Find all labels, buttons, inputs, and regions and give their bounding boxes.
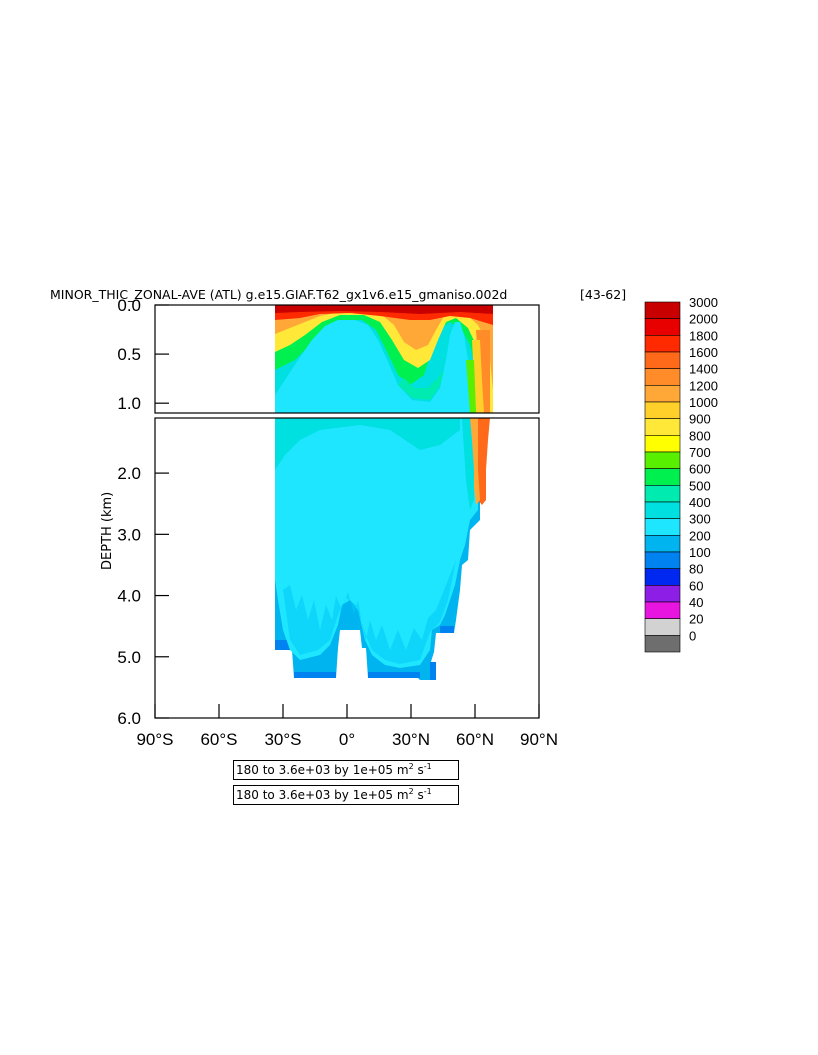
x-tick-label: 60°N <box>456 730 494 749</box>
field-dome-300 <box>275 320 474 413</box>
unit-superscript: -1 <box>423 762 432 771</box>
colorbar-swatch <box>644 451 681 469</box>
field-band-800-east <box>466 360 476 413</box>
contour-info-box-2: 180 to 3.6e+03 by 1e+05 m2 s-1 <box>233 785 459 805</box>
colorbar-label: 1800 <box>689 328 718 343</box>
y-tick-label: 3.0 <box>117 525 141 544</box>
colorbar-swatch <box>644 468 681 486</box>
colorbar-label: 700 <box>689 445 711 460</box>
colorbar-label: 500 <box>689 478 711 493</box>
upper-panel-frame <box>154 304 540 414</box>
colorbar-label: 100 <box>689 545 711 560</box>
colorbar-label: 0 <box>689 628 696 643</box>
y-tick-label: 4.0 <box>117 587 141 606</box>
chart-title-suffix: [43-62] <box>580 287 626 302</box>
x-tick-label: 90°S <box>136 730 173 749</box>
colorbar-swatch <box>644 368 681 386</box>
y-tick-label: 5.0 <box>117 648 141 667</box>
colorbar-swatch <box>644 418 681 436</box>
lower-panel-field <box>275 418 490 680</box>
chart-title: MINOR_THIC_ZONAL-AVE (ATL) g.e15.GIAF.T6… <box>50 287 507 302</box>
colorbar-swatch <box>644 501 681 519</box>
unit-text: s <box>417 788 424 802</box>
field-band-300 <box>275 418 478 668</box>
contour-info-text: 180 to 3.6e+03 by 1e+05 m <box>236 763 409 777</box>
y-tick-label: 0.5 <box>117 345 141 364</box>
colorbar-label: 1000 <box>689 395 718 410</box>
colorbar-label: 1600 <box>689 345 718 360</box>
colorbar-label: 800 <box>689 428 711 443</box>
field-texture-streaks <box>283 560 456 664</box>
colorbar-swatch <box>644 351 681 369</box>
colorbar-swatch <box>644 568 681 586</box>
colorbar-label: 20 <box>689 612 703 627</box>
colorbar-label: 60 <box>689 578 703 593</box>
field-band-600 <box>398 370 444 400</box>
y-tick-label: 2.0 <box>117 464 141 483</box>
colorbar-swatch <box>644 301 681 319</box>
colorbar-swatch <box>644 401 681 419</box>
contour-info-text: 180 to 3.6e+03 by 1e+05 m <box>236 788 409 802</box>
colorbar-swatch <box>644 535 681 553</box>
x-axis: 90°S 60°S 30°S 0° 30°N 60°N 90°N <box>136 704 558 749</box>
colorbar-swatch <box>644 518 681 536</box>
colorbar-label: 80 <box>689 562 703 577</box>
colorbar-label: 40 <box>689 595 703 610</box>
colorbar-swatch <box>644 318 681 336</box>
colorbar-label: 600 <box>689 462 711 477</box>
colorbar-label: 3000 <box>689 295 718 310</box>
colorbar-swatch <box>644 385 681 403</box>
colorbar: 3000200018001600140012001000900800700600… <box>644 295 718 653</box>
y-axis-label: DEPTH (km) <box>100 492 115 570</box>
field-band-900 <box>275 305 493 413</box>
x-tick-label: 30°S <box>264 730 301 749</box>
colorbar-label: 400 <box>689 495 711 510</box>
y-tick-label: 0.0 <box>117 296 141 315</box>
colorbar-label: 200 <box>689 528 711 543</box>
x-tick-label: 90°N <box>520 730 558 749</box>
colorbar-swatch <box>644 335 681 353</box>
colorbar-swatch <box>644 618 681 636</box>
unit-superscript: -1 <box>423 787 432 796</box>
colorbar-label: 2000 <box>689 312 718 327</box>
field-band-400-upper <box>275 418 460 470</box>
colorbar-label: 1400 <box>689 362 718 377</box>
x-tick-label: 30°N <box>392 730 430 749</box>
colorbar-swatch <box>644 551 681 569</box>
colorbar-swatch <box>644 585 681 603</box>
contour-info-box-1: 180 to 3.6e+03 by 1e+05 m2 s-1 <box>233 760 459 780</box>
colorbar-swatch <box>644 435 681 453</box>
colorbar-swatch <box>644 635 681 653</box>
x-tick-label: 60°S <box>200 730 237 749</box>
colorbar-label: 900 <box>689 412 711 427</box>
field-band-3000 <box>275 305 493 314</box>
colorbar-label: 300 <box>689 512 711 527</box>
colorbar-swatch <box>644 601 681 619</box>
upper-panel-field <box>275 305 493 413</box>
colorbar-label: 1200 <box>689 378 718 393</box>
x-tick-label: 0° <box>339 730 355 749</box>
unit-text: s <box>417 763 424 777</box>
y-tick-label: 1.0 <box>117 394 141 413</box>
y-tick-label: 6.0 <box>117 709 141 728</box>
y-axis: 0.0 0.5 1.0 2.0 3.0 4.0 5.0 6.0 <box>117 296 169 728</box>
unit-superscript: 2 <box>408 762 414 771</box>
field-band-400-lower <box>462 418 474 510</box>
colorbar-swatch <box>644 485 681 503</box>
unit-superscript: 2 <box>408 787 414 796</box>
